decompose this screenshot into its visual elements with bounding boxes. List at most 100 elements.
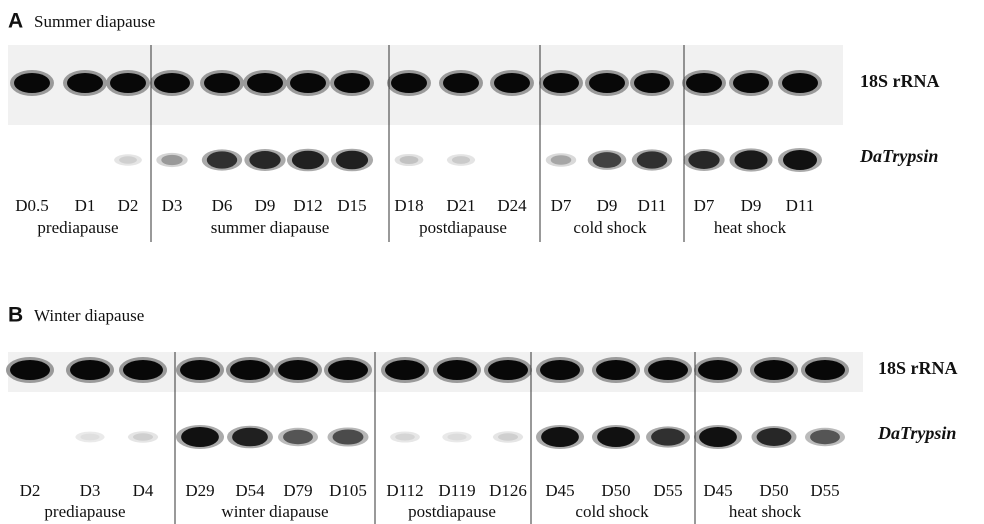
rrna-band [67,73,103,93]
rrna-band [328,360,368,380]
rrna-band [180,360,220,380]
rrna-band [154,73,190,93]
lane-label: D4 [133,481,154,500]
group-label: prediapause [44,502,125,521]
lane-label: D9 [597,196,618,215]
group-label: heat shock [729,502,802,521]
lane-label: D2 [20,481,41,500]
trypsin-band [498,433,518,440]
lane-label: D15 [337,196,366,215]
rrna-band [634,73,670,93]
trypsin-band [452,156,470,164]
lane-label: D21 [446,196,475,215]
rrna-band [385,360,425,380]
trypsin-band [810,430,840,444]
lane-label: D45 [703,481,732,500]
trypsin-band [637,151,667,168]
group-label: prediapause [37,218,118,237]
group-label: postdiapause [408,502,496,521]
lane-label: D45 [545,481,574,500]
trypsin-band [651,428,685,445]
rrna-band [290,73,326,93]
rrna-band [733,73,769,93]
trypsin-band [119,156,137,163]
trypsin-band [249,151,280,169]
rrna-band [70,360,110,380]
rrna-band [589,73,625,93]
group-label: postdiapause [419,218,507,237]
panel-title: Winter diapause [34,306,144,325]
lane-label: D0.5 [15,196,49,215]
lane-label: D112 [386,481,423,500]
lane-label: D105 [329,481,367,500]
trypsin-band [541,427,579,447]
rrna-band [334,73,370,93]
lane-label: D3 [80,481,101,500]
rrna-band [698,360,738,380]
trypsin-band [597,427,635,447]
lane-label: D11 [786,196,815,215]
trypsin-band [688,151,719,169]
figure: A Summer diapause B Winter diapause D0.5… [0,0,984,524]
lane-label: D1 [75,196,96,215]
trypsin-band [551,155,572,165]
band-label: 18S rRNA [878,358,958,378]
band-label: 18S rRNA [860,71,940,91]
lane-label: D126 [489,481,527,500]
rrna-band [391,73,427,93]
rrna-band [230,360,270,380]
group-label: cold shock [573,218,647,237]
trypsin-band [283,430,313,444]
lane-label: D11 [638,196,667,215]
trypsin-band [207,151,237,168]
rrna-band [686,73,722,93]
trypsin-band [400,156,419,164]
trypsin-band [333,429,364,444]
lane-label: D119 [438,481,475,500]
lane-label: D7 [694,196,715,215]
rrna-band [10,360,50,380]
lane-label: D7 [551,196,572,215]
band-label: DaTrypsin [877,423,956,443]
trypsin-band [734,150,767,169]
lane-label: D55 [653,481,682,500]
rrna-band [805,360,845,380]
lane-label: D3 [162,196,183,215]
lane-label: D18 [394,196,423,215]
trypsin-band [395,433,415,440]
group-label: heat shock [714,218,787,237]
panel-title: Summer diapause [34,12,155,31]
trypsin-band [593,152,622,168]
rrna-band [648,360,688,380]
group-label: summer diapause [211,218,330,237]
trypsin-band [757,428,792,446]
trypsin-band [699,427,737,447]
rrna-band [494,73,530,93]
lane-label: D29 [185,481,214,500]
rrna-band [443,73,479,93]
rrna-band [278,360,318,380]
band-label: DaTrypsin [859,146,938,166]
lane-label: D9 [255,196,276,215]
lane-label: D9 [741,196,762,215]
panel-letter: B [8,304,23,327]
rrna-band [754,360,794,380]
trypsin-band [447,434,466,441]
rrna-band [488,360,528,380]
trypsin-band [181,427,219,447]
trypsin-band [336,151,368,170]
lane-label: D55 [810,481,839,500]
lane-label: D50 [759,481,788,500]
rrna-band [204,73,240,93]
rrna-band [110,73,146,93]
trypsin-band [133,433,153,440]
rrna-band [437,360,477,380]
trypsin-band [783,150,817,170]
trypsin-band [81,434,100,441]
group-label: cold shock [575,502,649,521]
lane-label: D54 [235,481,265,500]
trypsin-band [292,151,324,170]
rrna-band [543,73,579,93]
panel-letter: A [8,10,23,33]
rrna-band [14,73,50,93]
